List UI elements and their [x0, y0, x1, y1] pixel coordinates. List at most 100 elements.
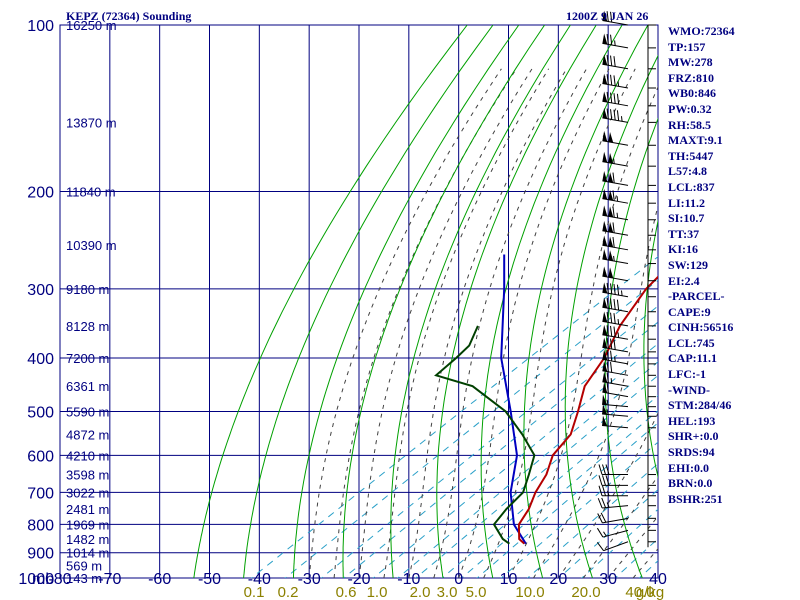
- temp-tick-label: 30: [599, 571, 617, 588]
- wind-barb: [602, 297, 656, 313]
- dry-adiabat: [564, 54, 658, 578]
- index-item: TH:5447: [668, 148, 714, 163]
- wind-barb: [597, 497, 656, 509]
- temp-tick-label: -20: [347, 571, 370, 588]
- dry-adiabat: [523, 25, 649, 578]
- temp-tick-label: -40: [248, 571, 271, 588]
- index-item: WMO:72364: [668, 24, 735, 38]
- mixing-ratio-label: 3.0: [437, 584, 458, 600]
- mixing-ratio-line: [500, 441, 658, 578]
- index-item: EI:2.4: [668, 273, 700, 288]
- wind-barb: [602, 91, 656, 107]
- height-label: 1969 m: [66, 517, 109, 532]
- wind-barb: [602, 266, 656, 282]
- wind-barb: [597, 512, 656, 524]
- wind-barb: [602, 10, 656, 26]
- index-item: SRDS:94: [668, 445, 715, 460]
- parcel-line: [500, 254, 527, 545]
- mixing-ratio-label: 5.0: [466, 584, 487, 600]
- temp-tick-label: -30: [298, 571, 321, 588]
- wind-barb: [602, 404, 656, 417]
- mixing-ratio-line: [372, 342, 658, 578]
- wind-barb: [602, 282, 656, 298]
- height-label: 5590 m: [66, 405, 109, 420]
- pressure-tick-label: 200: [27, 184, 54, 201]
- mixing-ratio-line: [397, 361, 658, 578]
- mixing-ratio-line: [441, 395, 658, 578]
- mixing-ratio-label: g/kg: [636, 584, 664, 600]
- wind-barb: [602, 324, 656, 340]
- index-item: BRN:0.0: [668, 476, 713, 491]
- height-label: 2481 m: [66, 502, 109, 517]
- mixing-ratio-line: [250, 256, 658, 578]
- mixing-ratio-label: 20.0: [571, 584, 600, 600]
- moist-adiabat: [383, 68, 550, 578]
- wind-barb: [602, 371, 656, 387]
- height-label: 11840 m: [66, 184, 116, 199]
- wind-barb: [602, 205, 656, 221]
- wind-barb: [602, 188, 656, 204]
- mixing-ratio-line: [460, 410, 658, 578]
- dewpoint-line: [434, 325, 536, 545]
- dry-adiabat: [342, 25, 546, 578]
- index-item: TP:157: [668, 39, 706, 54]
- index-item: SHR+:0.0: [668, 429, 719, 444]
- temp-tick-label: -80: [48, 571, 71, 588]
- wind-barb: [602, 249, 656, 265]
- wind-barb: [602, 360, 656, 376]
- pressure-tick-label: 700: [27, 485, 54, 502]
- moist-adiabat: [607, 515, 658, 578]
- temp-tick-label: -70: [98, 571, 121, 588]
- temp-tick-label: -50: [198, 571, 221, 588]
- dry-adiabat: [604, 117, 658, 578]
- pressure-tick-label: 600: [27, 448, 54, 465]
- mixing-ratio-label: 0.1: [244, 584, 265, 600]
- wind-barb: [602, 311, 656, 327]
- temp-tick-label: -10: [397, 571, 420, 588]
- index-item: CAPE:9: [668, 304, 711, 319]
- dry-adiabat: [193, 25, 468, 578]
- mixing-ratio-line: [558, 489, 658, 578]
- mixing-ratio-line: [476, 422, 658, 578]
- height-label: 6361 m: [66, 379, 109, 394]
- dry-adiabat: [788, 25, 800, 590]
- temp-tick-label: 40: [649, 571, 667, 588]
- wind-barb: [602, 349, 656, 365]
- index-item: TT:37: [668, 226, 700, 241]
- wind-barb: [602, 54, 656, 70]
- sounding-time-title: 1200Z 9 JAN 26: [566, 9, 649, 23]
- height-label: 4872 m: [66, 427, 109, 442]
- temperature-line: [517, 275, 658, 545]
- wind-barb: [602, 382, 656, 398]
- wind-barb: [602, 171, 656, 186]
- wind-barb: [602, 220, 656, 236]
- wind-barb: [596, 541, 656, 552]
- index-item: CINH:56516: [668, 320, 734, 335]
- wind-barb: [602, 151, 656, 167]
- height-label: 10390 m: [66, 238, 117, 253]
- index-item: L57:4.8: [668, 164, 707, 179]
- moist-adiabats: [308, 68, 658, 578]
- mixing-ratio-label: 0.6: [336, 584, 357, 600]
- dry-adiabat: [292, 25, 520, 578]
- index-item: FRZ:810: [668, 70, 714, 85]
- temp-tick-label: 0: [454, 571, 463, 588]
- index-item: KI:16: [668, 242, 698, 257]
- pressure-tick-label: 400: [27, 351, 54, 368]
- mixing-ratio-label: 40.0: [625, 584, 654, 600]
- pressure-tick-label: 500: [27, 405, 54, 422]
- mixing-ratio-line: [415, 374, 658, 578]
- mixing-ratio-label: 10.0: [515, 584, 544, 600]
- height-label: 143 m: [66, 571, 102, 586]
- pressure-tick-label: 800: [27, 517, 54, 534]
- mixing-ratio-line: [343, 321, 658, 578]
- height-label: 13870 m: [66, 115, 117, 130]
- wind-barb: [602, 108, 656, 123]
- index-item: PW:0.32: [668, 101, 712, 116]
- height-label: 8128 m: [66, 319, 109, 334]
- index-item: BSHR:251: [668, 491, 723, 506]
- index-item: WB0:846: [668, 86, 716, 101]
- index-item: RH:58.5: [668, 117, 711, 132]
